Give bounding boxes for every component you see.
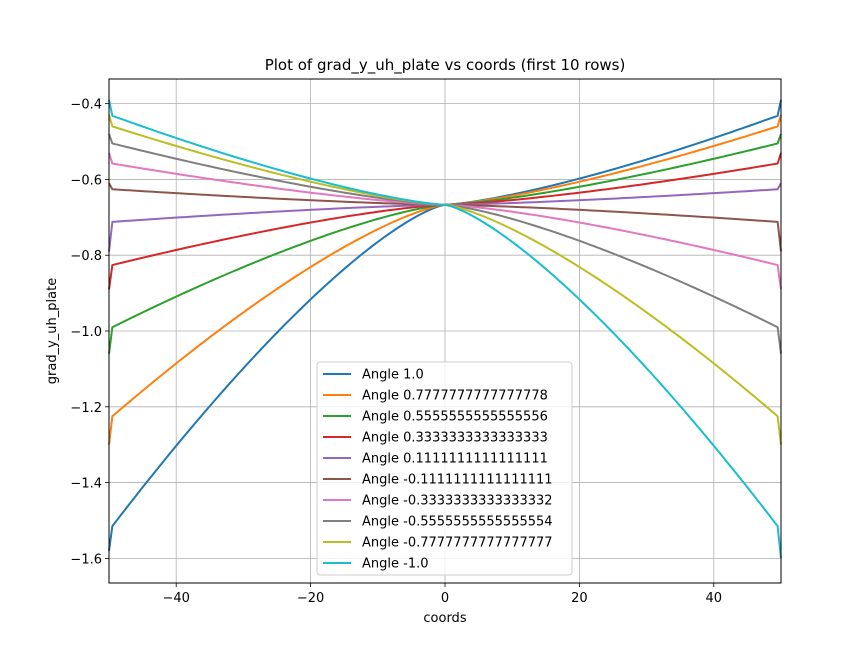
y-tick-label: −0.4 — [70, 98, 102, 113]
series-lines — [108, 99, 782, 559]
grid — [109, 79, 781, 583]
x-tick-label: 20 — [571, 591, 588, 606]
y-tick-label: −1.4 — [70, 477, 102, 492]
x-tick-label: 0 — [441, 591, 449, 606]
y-tick-label: −0.6 — [70, 173, 102, 188]
legend-label: Angle -0.3333333333333332 — [362, 494, 553, 509]
legend-box — [316, 361, 573, 576]
y-tick-label: −1.2 — [70, 401, 102, 416]
legend-label: Angle 0.1111111111111111 — [362, 452, 548, 467]
legend-label: Angle 0.7777777777777778 — [362, 389, 548, 404]
x-tick-label: −20 — [297, 591, 324, 606]
legend-label: Angle -0.5555555555555554 — [362, 515, 553, 530]
legend-label: Angle 0.3333333333333333 — [362, 431, 548, 446]
chart-title: Plot of grad_y_uh_plate vs coords (first… — [265, 56, 626, 75]
x-tick-label: 40 — [706, 591, 723, 606]
y-tick-label: −1.0 — [70, 325, 102, 340]
x-axis-label: coords — [423, 611, 466, 626]
legend: Angle 1.0 Angle 0.7777777777777778 Angle 0… — [316, 361, 573, 576]
legend-label: Angle -1.0 — [362, 557, 429, 572]
legend-label: Angle -0.1111111111111111 — [362, 473, 553, 488]
legend-label: Angle -0.7777777777777777 — [362, 536, 553, 551]
axis-ticks: −40 −20 0 20 40 −1.6 −1.4 −1.2 −1.0 −0.8 −0.6 −0.4 — [70, 98, 722, 606]
series-line — [108, 99, 782, 559]
legend-label: Angle 0.5555555555555556 — [362, 410, 548, 425]
y-tick-label: −0.8 — [70, 249, 102, 264]
x-tick-label: −40 — [162, 591, 189, 606]
y-axis-label: grad_y_uh_plate — [45, 278, 60, 384]
legend-label: Angle 1.0 — [362, 368, 424, 383]
y-tick-label: −1.6 — [70, 552, 102, 567]
